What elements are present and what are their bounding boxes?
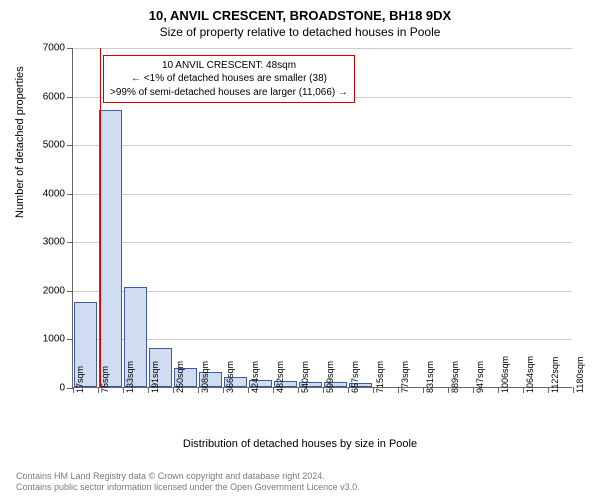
y-tick-label: 3000 — [43, 237, 65, 248]
footer-attribution: Contains HM Land Registry data © Crown c… — [16, 471, 360, 494]
x-tick — [398, 387, 399, 393]
annotation-line: ← <1% of detached houses are smaller (38… — [110, 72, 348, 86]
x-tick-label: 133sqm — [125, 361, 135, 393]
chart-plot-area: 10 ANVIL CRESCENT: 48sqm ← <1% of detach… — [72, 48, 572, 388]
x-tick — [73, 387, 74, 393]
histogram-bar — [99, 110, 123, 387]
x-tick — [148, 387, 149, 393]
x-tick — [123, 387, 124, 393]
x-tick — [498, 387, 499, 393]
x-tick-label: 250sqm — [175, 361, 185, 393]
x-tick-label: 889sqm — [450, 361, 460, 393]
grid-line — [73, 291, 572, 292]
x-tick-label: 191sqm — [150, 361, 160, 393]
x-tick — [198, 387, 199, 393]
y-tick — [67, 339, 73, 340]
x-tick-label: 1180sqm — [575, 357, 585, 393]
x-tick-label: 599sqm — [325, 361, 335, 393]
x-tick — [448, 387, 449, 393]
reference-marker-line — [100, 48, 101, 387]
x-tick-label: 773sqm — [400, 361, 410, 393]
x-tick — [248, 387, 249, 393]
x-tick — [573, 387, 574, 393]
chart-main-title: 10, ANVIL CRESCENT, BROADSTONE, BH18 9DX — [0, 0, 600, 23]
x-tick-label: 947sqm — [475, 361, 485, 393]
x-tick-label: 1006sqm — [500, 356, 510, 393]
x-tick-label: 1064sqm — [525, 356, 535, 393]
y-tick — [67, 291, 73, 292]
x-tick-label: 657sqm — [350, 361, 360, 393]
chart-sub-title: Size of property relative to detached ho… — [0, 23, 600, 39]
x-tick-label: 17sqm — [75, 366, 85, 393]
x-tick — [173, 387, 174, 393]
x-tick-label: 424sqm — [250, 361, 260, 393]
x-tick — [273, 387, 274, 393]
grid-line — [73, 145, 572, 146]
x-tick — [423, 387, 424, 393]
y-tick-label: 7000 — [43, 43, 65, 54]
grid-line — [73, 242, 572, 243]
grid-line — [73, 194, 572, 195]
y-tick-label: 1000 — [43, 334, 65, 345]
y-tick — [67, 97, 73, 98]
annotation-box: 10 ANVIL CRESCENT: 48sqm ← <1% of detach… — [103, 55, 355, 104]
y-tick-label: 2000 — [43, 285, 65, 296]
y-tick-label: 0 — [59, 383, 65, 394]
x-tick-label: 308sqm — [200, 361, 210, 393]
y-tick-label: 4000 — [43, 188, 65, 199]
x-tick-label: 540sqm — [300, 361, 310, 393]
x-tick-label: 1122sqm — [550, 357, 560, 393]
y-tick — [67, 194, 73, 195]
x-tick-label: 831sqm — [425, 361, 435, 393]
y-tick-label: 5000 — [43, 140, 65, 151]
x-tick-label: 482sqm — [275, 361, 285, 393]
x-tick-label: 75sqm — [100, 366, 110, 393]
y-axis-title: Number of detached properties — [14, 66, 26, 218]
x-tick — [373, 387, 374, 393]
y-tick — [67, 242, 73, 243]
x-tick — [98, 387, 99, 393]
x-tick — [223, 387, 224, 393]
y-tick — [67, 48, 73, 49]
x-axis-title: Distribution of detached houses by size … — [0, 438, 600, 450]
grid-line — [73, 339, 572, 340]
x-tick-label: 715sqm — [375, 361, 385, 393]
x-tick — [298, 387, 299, 393]
annotation-line: 10 ANVIL CRESCENT: 48sqm — [110, 59, 348, 73]
annotation-line: >99% of semi-detached houses are larger … — [110, 86, 348, 100]
y-tick-label: 6000 — [43, 91, 65, 102]
y-tick — [67, 145, 73, 146]
x-tick — [548, 387, 549, 393]
grid-line — [73, 48, 572, 49]
x-tick-label: 366sqm — [225, 361, 235, 393]
x-tick — [523, 387, 524, 393]
x-tick — [348, 387, 349, 393]
footer-line: Contains public sector information licen… — [16, 482, 360, 494]
x-tick — [323, 387, 324, 393]
footer-line: Contains HM Land Registry data © Crown c… — [16, 471, 360, 483]
x-tick — [473, 387, 474, 393]
